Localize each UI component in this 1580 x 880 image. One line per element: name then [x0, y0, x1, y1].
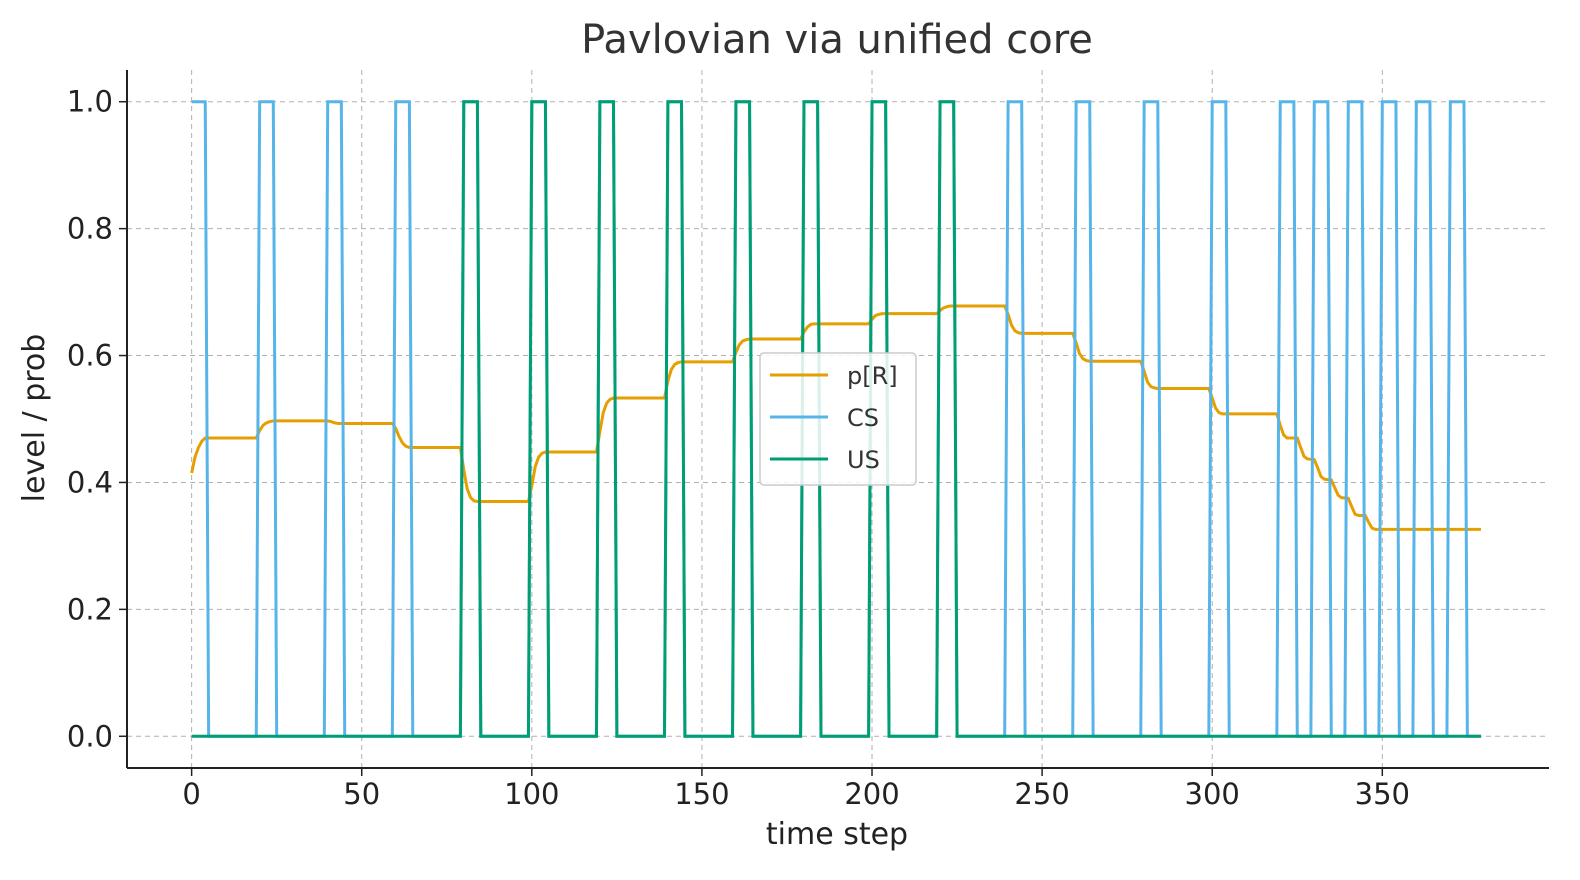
x-tick-label: 100: [504, 777, 559, 811]
x-tick-label: 300: [1185, 777, 1240, 811]
legend-label-cs: CS: [847, 404, 879, 432]
legend-label-pr: p[R]: [847, 362, 898, 390]
x-tick-label: 250: [1014, 777, 1069, 811]
y-tick-label: 0.0: [67, 719, 113, 753]
y-tick-label: 0.6: [67, 339, 113, 373]
legend: p[R] CS US: [759, 352, 917, 486]
axes: [126, 70, 1549, 769]
chart-title: Pavlovian via unified core: [581, 17, 1093, 63]
x-axis-label: time step: [766, 817, 908, 852]
y-tick-label: 0.2: [67, 592, 113, 626]
y-tick-label: 1.0: [67, 85, 113, 119]
y-axis-label: level / prob: [17, 334, 52, 503]
ticks: 0 50 100 150 200 250 300 350 0.0 0.2 0.4 0.6 0.8 1.0: [67, 85, 1410, 811]
x-tick-label: 350: [1355, 777, 1410, 811]
legend-box: [759, 352, 917, 486]
y-tick-label: 0.4: [67, 465, 113, 499]
legend-label-us: US: [847, 446, 880, 474]
x-tick-label: 150: [674, 777, 729, 811]
y-tick-label: 0.8: [67, 212, 113, 246]
x-tick-label: 0: [182, 777, 200, 811]
x-tick-label: 200: [844, 777, 899, 811]
x-tick-label: 50: [343, 777, 380, 811]
